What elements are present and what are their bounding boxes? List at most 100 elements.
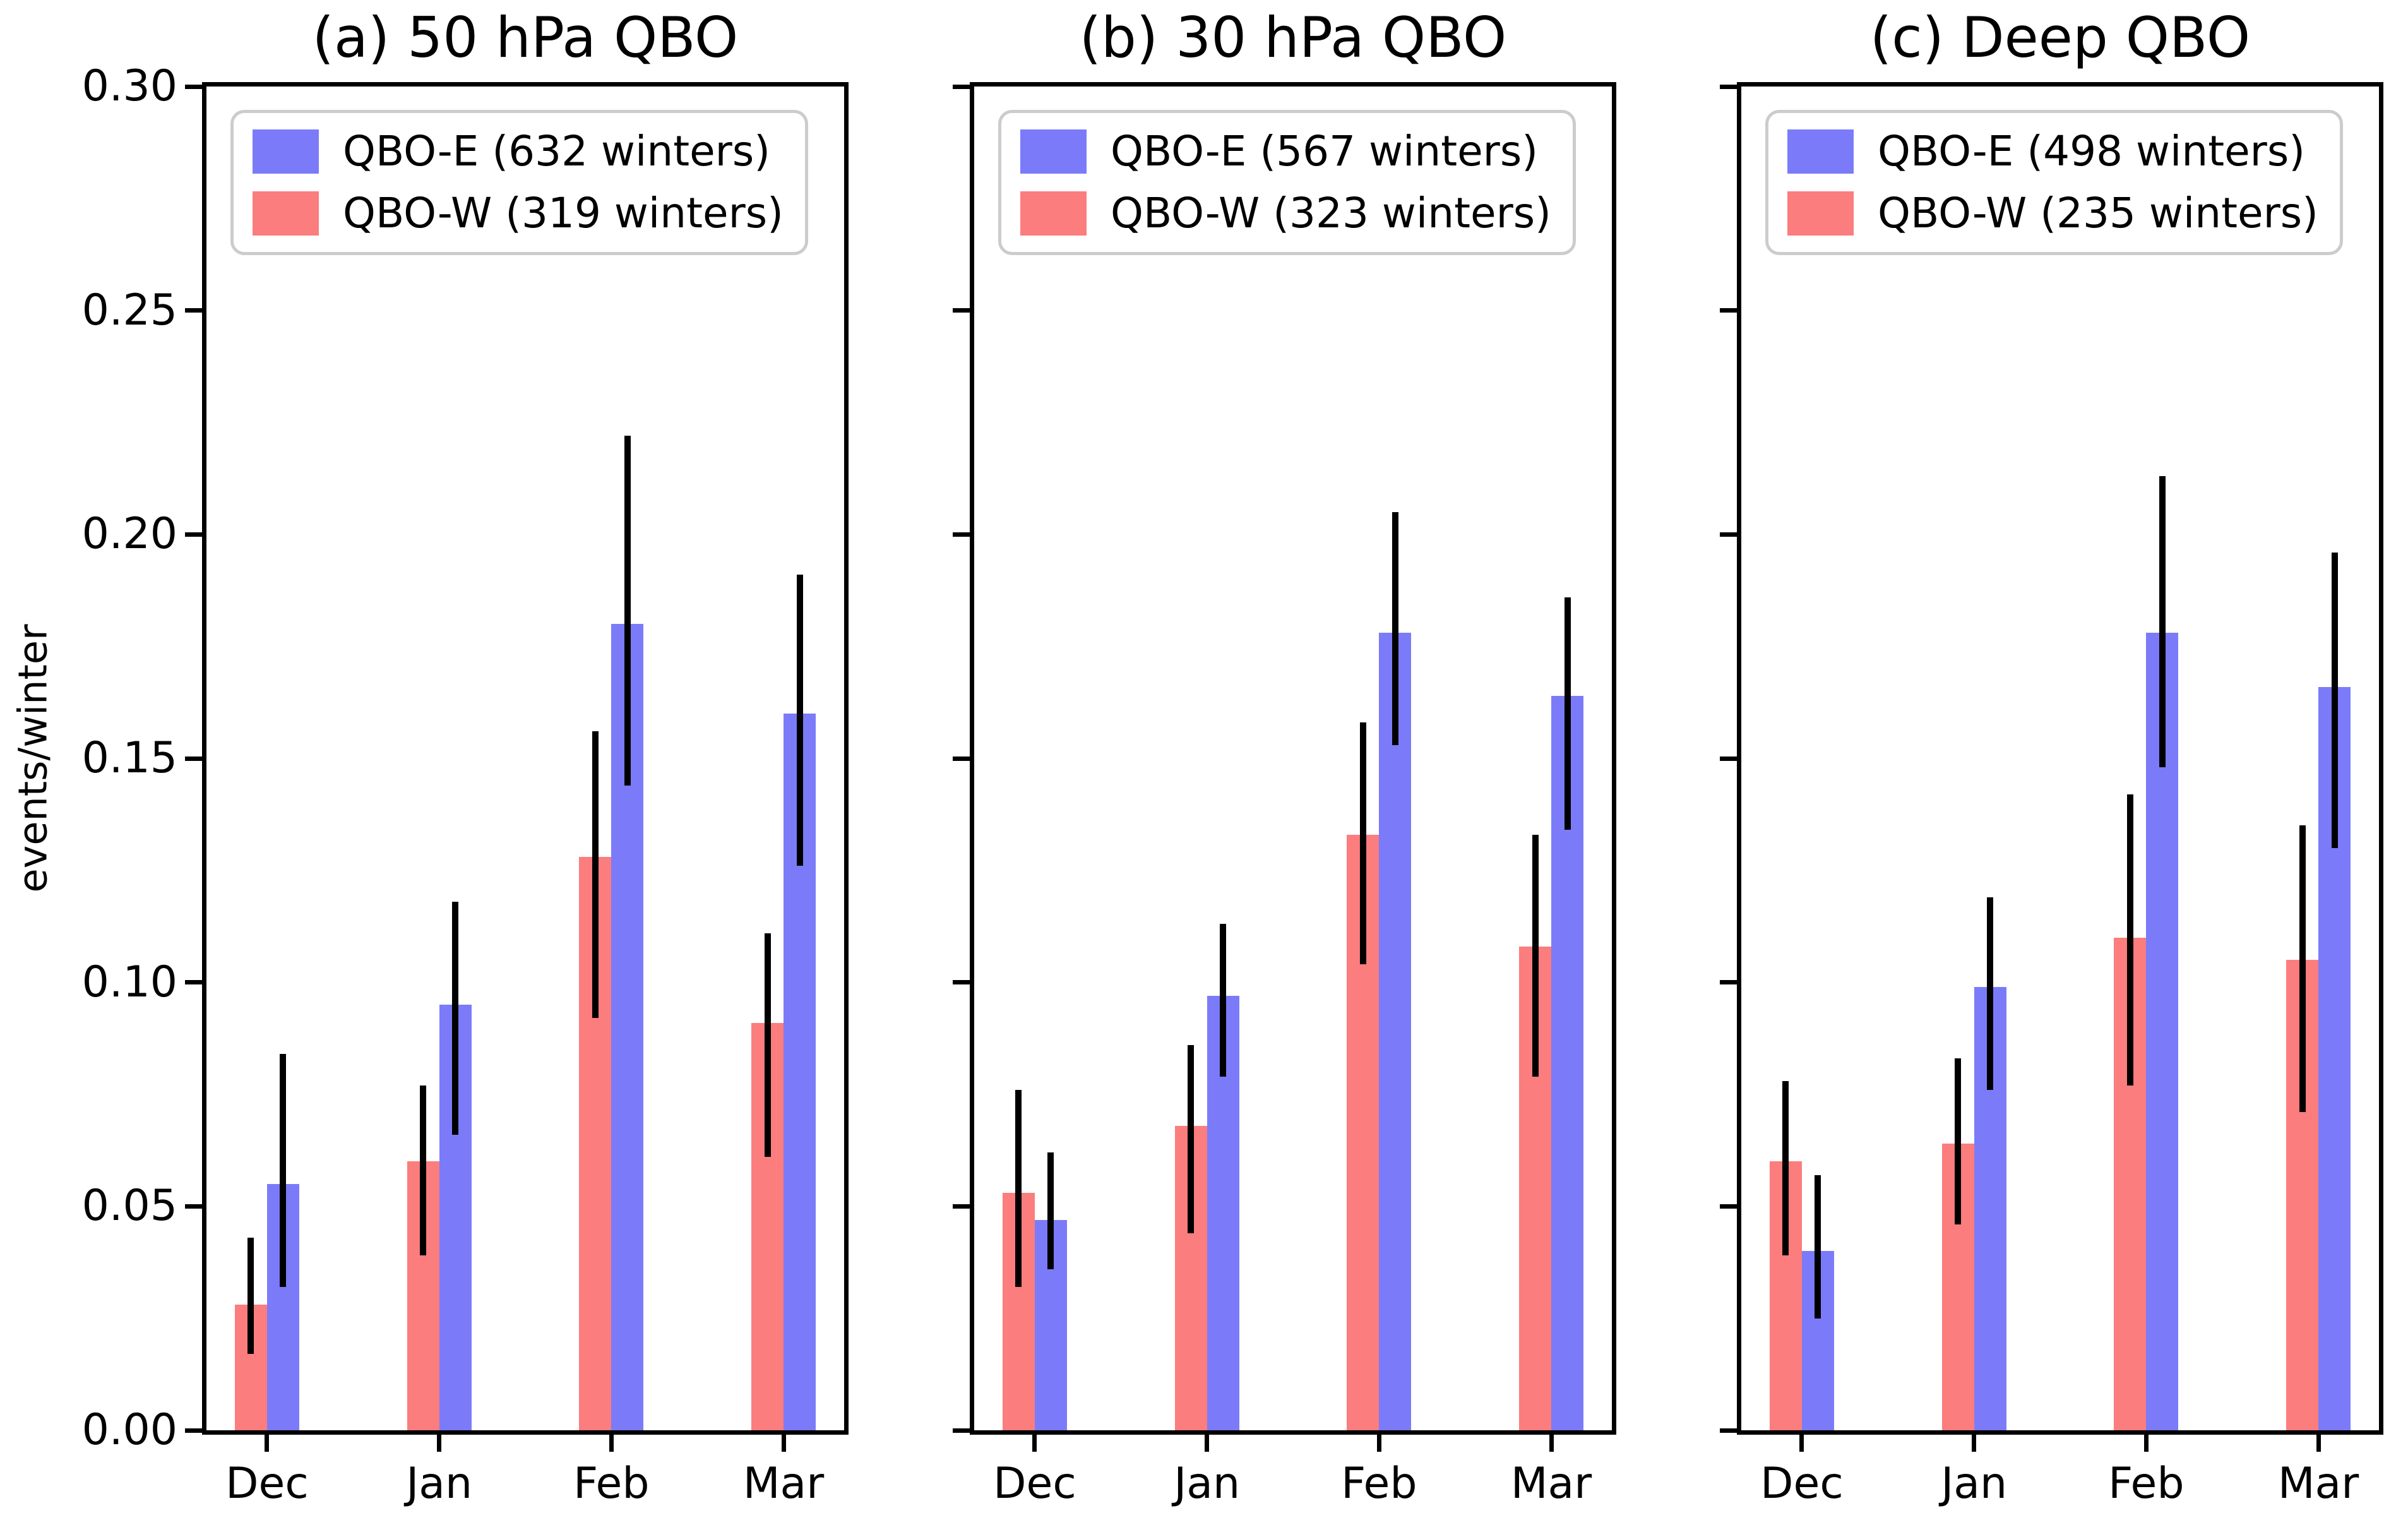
y-tick [185,980,202,985]
error-bar-qbo-w-feb [2126,794,2133,1085]
y-tick [185,308,202,313]
x-tick [1799,1435,1804,1452]
legend-label-qbo-w: QBO-W (319 winters) [343,189,784,237]
panel-c-title: (c) Deep QBO [1869,5,2251,70]
x-tick [1972,1435,1977,1452]
y-tick [953,532,970,537]
x-tick-label-feb: Feb [2108,1459,2184,1509]
error-bar-qbo-e-mar [1564,597,1571,830]
error-bar-qbo-e-jan [1987,897,1994,1090]
error-bar-qbo-e-jan [452,901,459,1135]
y-tick [1720,1428,1737,1433]
x-tick [2316,1435,2321,1452]
y-tick [953,756,970,761]
y-tick [1720,308,1737,313]
error-bar-qbo-e-mar [796,575,803,866]
x-tick-label-mar: Mar [1510,1459,1592,1509]
error-bar-qbo-w-dec [1015,1089,1022,1287]
legend-swatch-qbo-e [253,129,319,174]
error-bar-qbo-w-jan [420,1085,427,1256]
legend-label-qbo-e: QBO-E (632 winters) [343,127,770,176]
error-bar-qbo-e-dec [1815,1175,1821,1319]
panel-b-title: (b) 30 hPa QBO [1079,5,1507,70]
x-tick-label-feb: Feb [1341,1459,1417,1509]
error-bar-qbo-e-feb [1392,511,1398,745]
y-tick-label: 0.30 [81,61,177,111]
error-bar-qbo-w-feb [592,731,599,1019]
error-bar-qbo-e-mar [2331,552,2338,848]
x-tick-label-dec: Dec [1760,1459,1844,1509]
error-bar-qbo-w-jan [1188,1044,1195,1233]
y-tick [953,84,970,89]
legend-swatch-qbo-w [253,191,319,236]
error-bar-qbo-w-mar [2299,825,2306,1113]
bar-qbo-e-feb [1379,633,1412,1430]
error-bar-qbo-w-mar [764,933,771,1157]
legend-entry-qbo-e: QBO-E (498 winters) [1787,129,2318,174]
x-tick [1205,1435,1210,1452]
y-tick [1720,532,1737,537]
legend-entry-qbo-w: QBO-W (319 winters) [253,191,784,236]
error-bar-qbo-e-dec [1047,1152,1054,1269]
y-tick [953,1428,970,1433]
error-bar-qbo-w-jan [1955,1058,1962,1224]
y-tick [953,980,970,985]
x-tick [2143,1435,2149,1452]
x-tick-label-feb: Feb [573,1459,650,1509]
x-tick-label-dec: Dec [225,1459,309,1509]
x-tick-label-dec: Dec [993,1459,1076,1509]
x-tick [1376,1435,1381,1452]
x-tick-label-mar: Mar [742,1459,825,1509]
legend-swatch-qbo-w [1787,191,1854,236]
x-tick [781,1435,786,1452]
y-tick [185,532,202,537]
y-tick-label: 0.25 [81,285,177,335]
plot-area-b: QBO-E (567 winters) QBO-W (323 winters) … [953,84,1612,1509]
error-bar-qbo-w-feb [1359,722,1366,965]
error-bar-qbo-e-feb [2159,476,2166,768]
error-bar-qbo-w-dec [1782,1080,1789,1256]
y-tick [1720,1204,1737,1209]
y-tick [1720,980,1737,985]
legend-b: QBO-E (567 winters) QBO-W (323 winters) [998,110,1576,255]
x-tick-label-mar: Mar [2277,1459,2359,1509]
legend-entry-qbo-w: QBO-W (235 winters) [1787,191,2318,236]
x-tick [437,1435,442,1452]
y-tick-label: 0.15 [81,733,177,783]
plot-area-c: QBO-E (498 winters) QBO-W (235 winters) … [1720,84,2379,1509]
error-bar-qbo-e-jan [1220,924,1227,1077]
y-tick [953,1204,970,1209]
y-tick-label: 0.05 [81,1181,177,1231]
y-tick [185,84,202,89]
legend-a: QBO-E (632 winters) QBO-W (319 winters) [230,110,808,255]
x-tick [1549,1435,1554,1452]
y-tick-label: 0.20 [81,509,177,559]
legend-entry-qbo-w: QBO-W (323 winters) [1020,191,1551,236]
x-tick [265,1435,270,1452]
plot-area-a: QBO-E (632 winters) QBO-W (319 winters) … [82,65,844,1509]
error-bar-qbo-e-dec [280,1054,287,1287]
legend-c: QBO-E (498 winters) QBO-W (235 winters) [1765,110,2343,255]
x-tick [1032,1435,1037,1452]
legend-label-qbo-w: QBO-W (235 winters) [1878,189,2318,237]
x-tick-label-jan: Jan [1941,1459,2008,1509]
x-tick-label-jan: Jan [1174,1459,1241,1509]
y-tick [1720,756,1737,761]
error-bar-qbo-w-dec [247,1237,254,1355]
panel-a: (a) 50 hPa QBO QBO-E (632 winters) QBO-W… [82,0,849,1525]
legend-swatch-qbo-w [1020,191,1087,236]
y-tick-label: 0.10 [81,957,177,1007]
legend-entry-qbo-e: QBO-E (567 winters) [1020,129,1551,174]
panel-b: (b) 30 hPa QBO QBO-E (567 winters) QBO-W… [953,0,1616,1525]
error-bar-qbo-e-feb [624,436,631,786]
legend-label-qbo-e: QBO-E (498 winters) [1878,127,2305,176]
y-tick [185,1428,202,1433]
panel-c: (c) Deep QBO QBO-E (498 winters) QBO-W (… [1720,0,2383,1525]
legend-label-qbo-w: QBO-W (323 winters) [1111,189,1551,237]
y-tick [1720,84,1737,89]
x-tick-label-jan: Jan [406,1459,473,1509]
legend-entry-qbo-e: QBO-E (632 winters) [253,129,784,174]
x-tick [609,1435,614,1452]
legend-swatch-qbo-e [1020,129,1087,174]
